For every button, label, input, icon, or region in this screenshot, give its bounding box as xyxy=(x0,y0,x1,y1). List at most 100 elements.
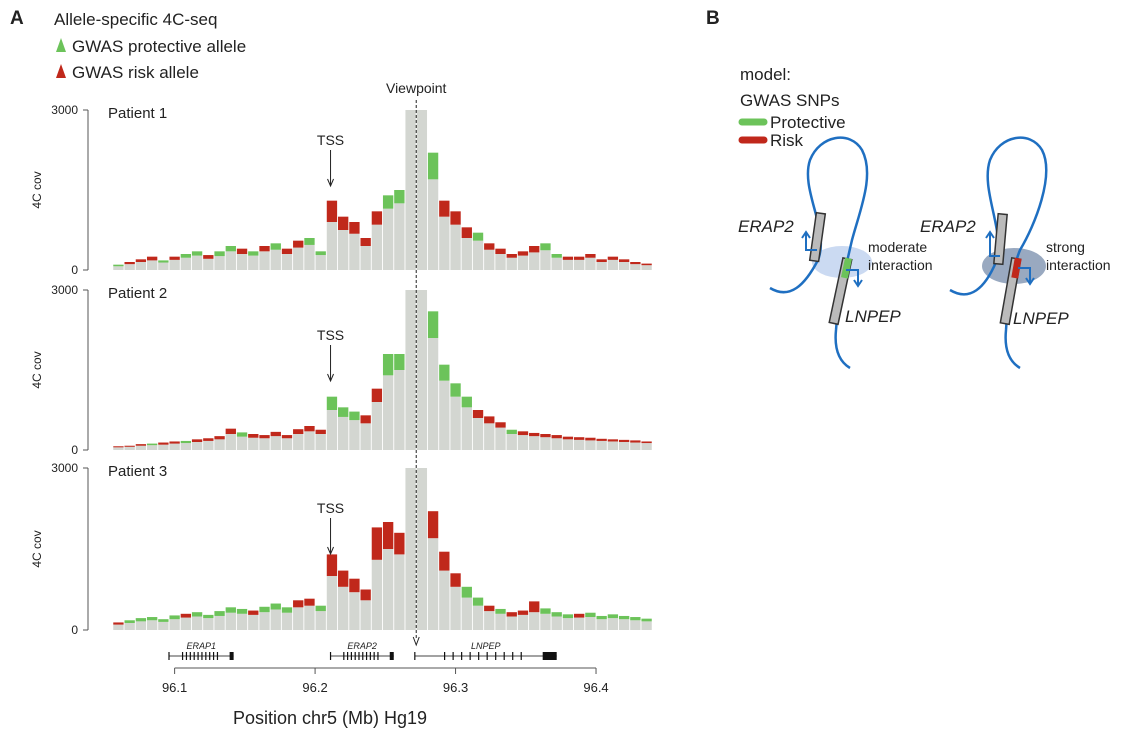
coverage-bar xyxy=(517,255,529,270)
coverage-bar xyxy=(585,257,596,270)
allele-excess xyxy=(225,428,236,434)
allele-excess xyxy=(596,438,607,441)
allele-excess xyxy=(293,600,304,608)
allele-excess xyxy=(158,619,169,622)
x-tick-label: 96.3 xyxy=(443,680,468,695)
panel-title: Patient 3 xyxy=(108,463,167,480)
allele-excess xyxy=(326,396,338,410)
allele-excess xyxy=(214,251,225,257)
coverage-bar xyxy=(146,620,158,630)
allele-excess xyxy=(180,254,192,258)
allele-excess xyxy=(540,608,551,614)
allele-excess xyxy=(484,416,495,424)
allele-excess xyxy=(225,246,236,252)
coverage-bar xyxy=(427,179,439,270)
allele-excess xyxy=(596,615,607,620)
allele-excess xyxy=(236,432,248,437)
coverage-bar xyxy=(529,436,540,450)
coverage-bar xyxy=(450,224,461,270)
allele-excess xyxy=(427,511,439,539)
allele-excess xyxy=(618,615,630,620)
coverage-bar xyxy=(360,246,371,270)
allele-excess xyxy=(618,439,630,442)
allele-excess xyxy=(203,614,214,619)
coverage-bar xyxy=(281,438,293,450)
coverage-bar xyxy=(607,618,619,630)
coverage-bar xyxy=(472,605,484,630)
gene-name: ERAP1 xyxy=(187,641,217,651)
coverage-bar xyxy=(371,224,383,270)
allele-excess xyxy=(461,586,472,598)
coverage-bar xyxy=(394,203,405,270)
allele-excess xyxy=(304,426,315,432)
allele-excess xyxy=(248,251,259,256)
coverage-bar xyxy=(124,446,135,450)
allele-excess xyxy=(135,618,147,622)
allele-excess xyxy=(203,438,214,441)
allele-excess xyxy=(484,243,495,250)
coverage-bar xyxy=(169,259,180,270)
allele-excess xyxy=(326,554,338,576)
coverage-bar xyxy=(293,607,304,630)
coverage-bar xyxy=(326,576,338,630)
allele-excess xyxy=(495,422,506,428)
gene-block xyxy=(993,212,1008,266)
coverage-bar xyxy=(304,244,315,270)
coverage-bar xyxy=(225,434,236,450)
y-tick-label: 3000 xyxy=(51,461,78,475)
coverage-bar xyxy=(259,251,270,270)
allele-excess xyxy=(371,388,383,402)
allele-excess xyxy=(146,256,158,261)
allele-excess xyxy=(158,260,169,263)
interaction-label: strong xyxy=(1046,239,1085,255)
allele-excess xyxy=(506,254,517,258)
legend-label: GWAS risk allele xyxy=(72,63,199,82)
coverage-bar xyxy=(461,597,472,630)
coverage-bar xyxy=(259,612,270,630)
allele-excess xyxy=(382,195,394,209)
interaction-label: interaction xyxy=(1046,257,1111,273)
coverage-bar xyxy=(293,434,304,450)
coverage-bar xyxy=(180,443,192,450)
allele-excess xyxy=(281,607,293,613)
allele-excess xyxy=(484,605,495,612)
allele-excess xyxy=(517,251,529,256)
allele-excess xyxy=(439,200,450,217)
coverage-bar xyxy=(596,440,607,450)
allele-excess xyxy=(259,606,270,613)
allele-excess xyxy=(146,617,158,621)
allele-excess xyxy=(203,255,214,259)
coverage-bar xyxy=(236,254,248,270)
coverage-bar xyxy=(630,442,641,450)
coverage-bar xyxy=(338,416,349,450)
coverage-bar xyxy=(618,619,630,630)
allele-excess xyxy=(574,256,585,260)
y-tick-label: 0 xyxy=(71,263,78,277)
allele-excess xyxy=(270,243,281,250)
coverage-bar xyxy=(506,616,517,630)
allele-excess xyxy=(427,152,439,180)
coverage-bar xyxy=(517,435,529,450)
legend-swatch xyxy=(56,38,66,52)
coverage-bar xyxy=(360,423,371,450)
gene-label: LNPEP xyxy=(1013,309,1069,328)
allele-excess xyxy=(630,262,641,265)
gene-label: LNPEP xyxy=(845,307,901,326)
coverage-bar xyxy=(641,621,652,630)
coverage-bar xyxy=(596,619,607,630)
gene-utr xyxy=(229,652,234,660)
allele-excess xyxy=(574,613,585,618)
coverage-bar xyxy=(540,250,551,270)
coverage-bar xyxy=(484,611,495,630)
coverage-bar xyxy=(394,370,405,450)
coverage-bar xyxy=(293,247,304,270)
allele-excess xyxy=(574,437,585,440)
coverage-bar xyxy=(405,468,416,630)
coverage-bar xyxy=(551,257,562,270)
coverage-bar xyxy=(191,442,203,450)
gene-label: ERAP2 xyxy=(920,217,976,236)
allele-excess xyxy=(585,254,596,258)
coverage-bar xyxy=(495,427,506,450)
allele-excess xyxy=(382,354,394,376)
viewpoint-arrowhead xyxy=(412,636,420,647)
